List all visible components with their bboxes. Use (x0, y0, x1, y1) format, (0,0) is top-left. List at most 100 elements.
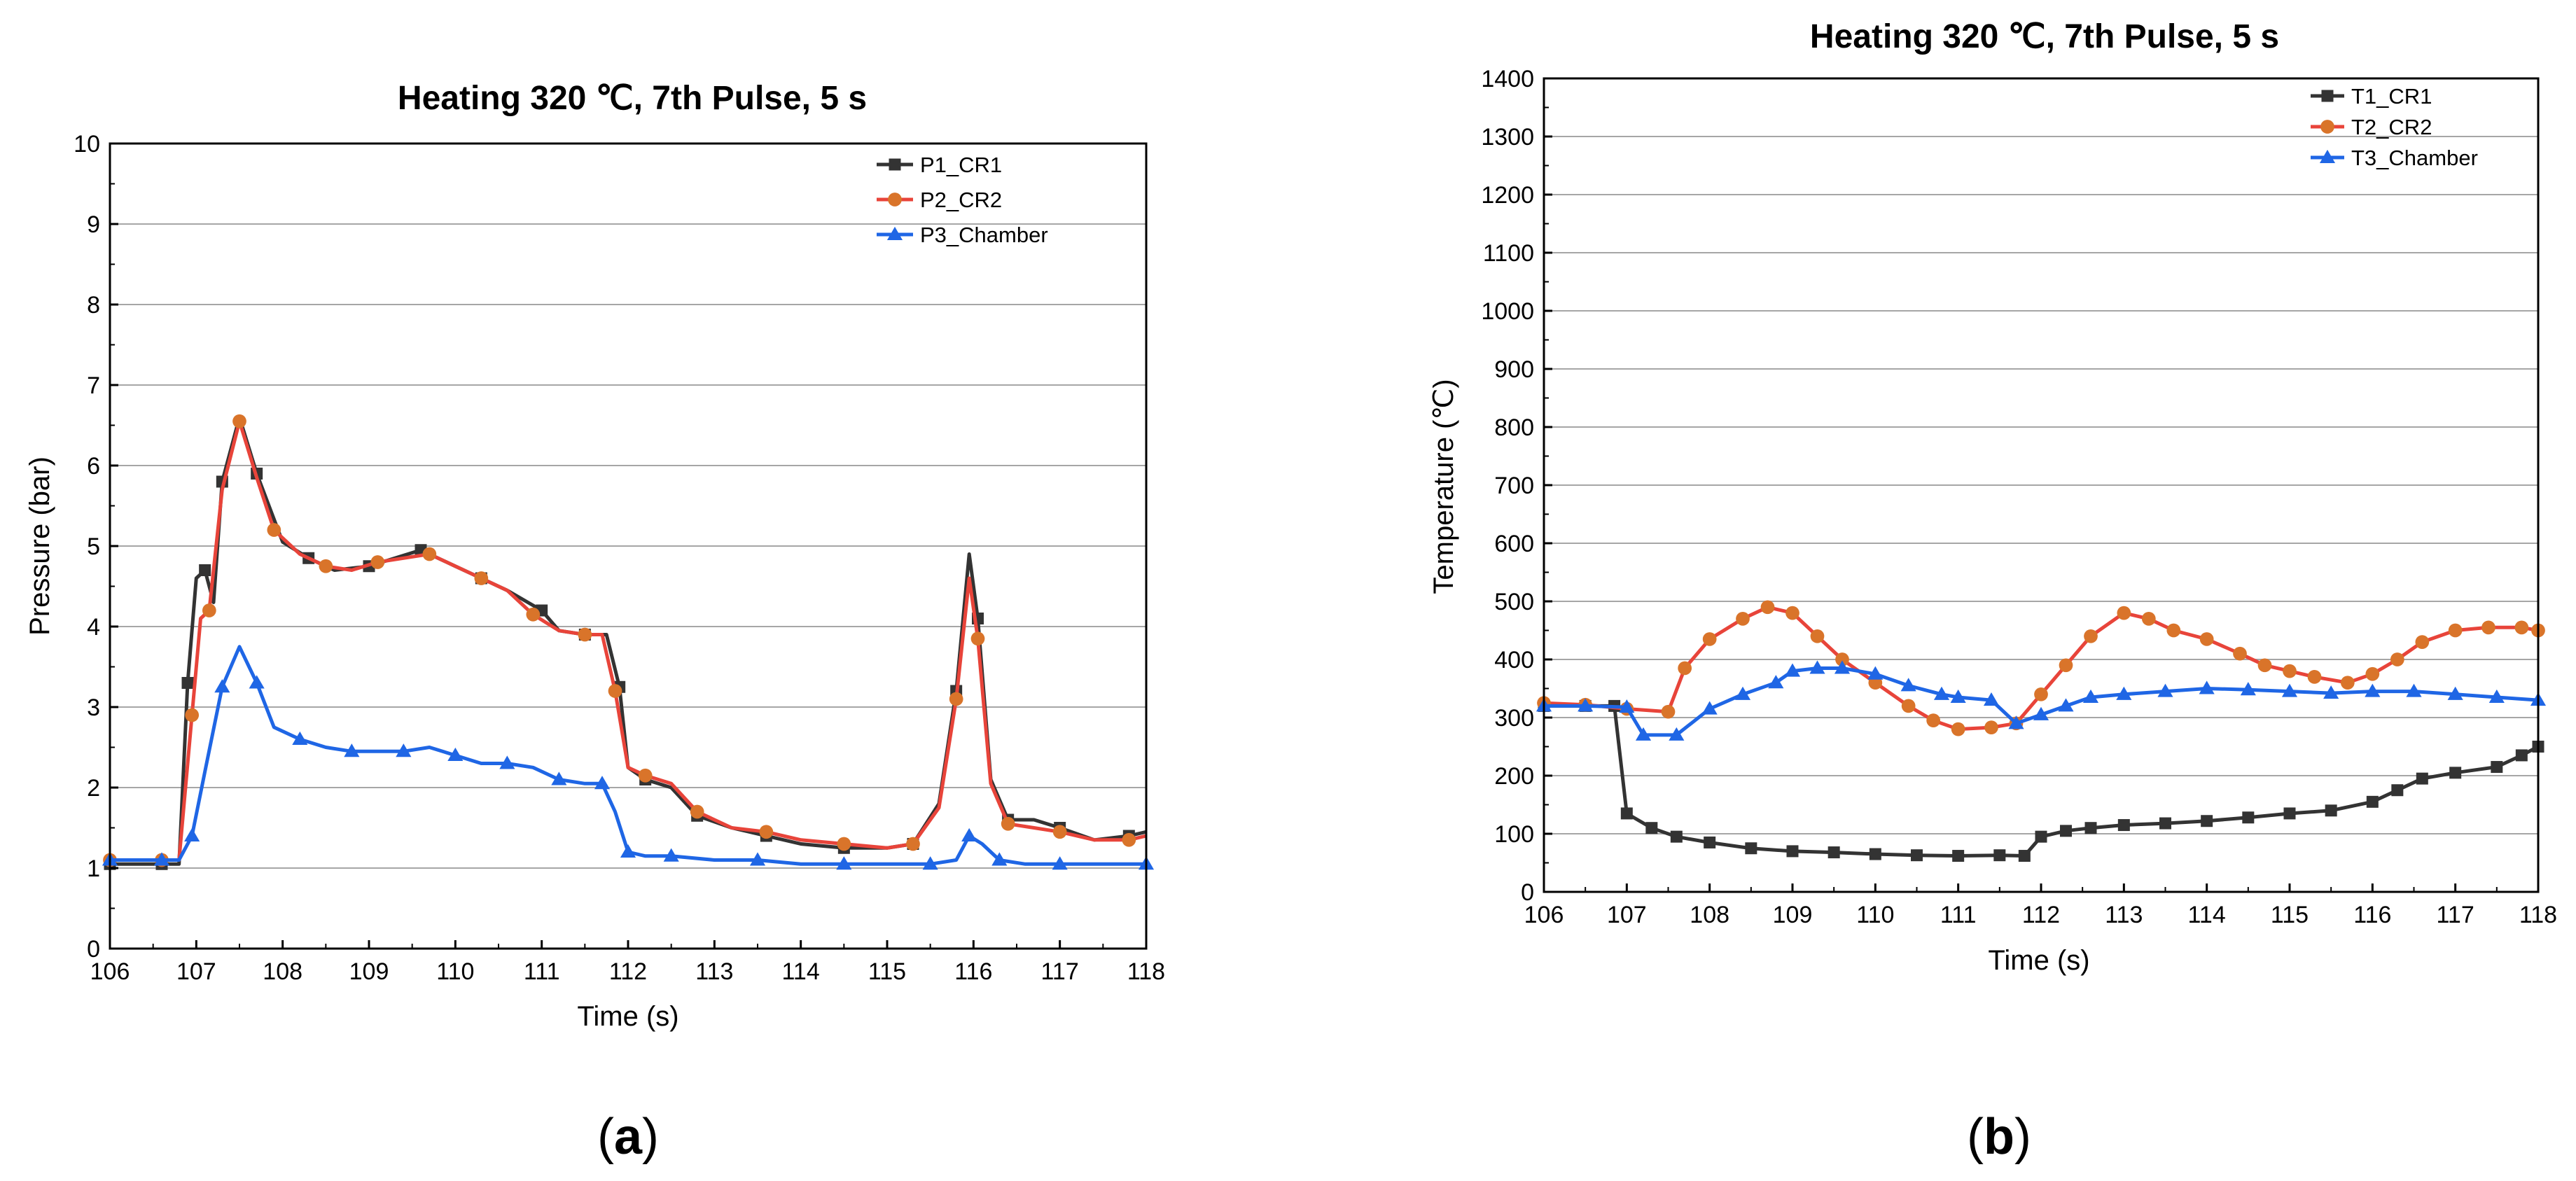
legend-marker-P1_CR1 (889, 158, 901, 171)
data-point-P3_Chamber (961, 827, 977, 842)
panel-caption: (b) (1967, 1109, 2031, 1165)
y-tick-label: 400 (1494, 647, 1534, 673)
data-point-P2_CR2 (185, 708, 200, 722)
y-tick-label: 9 (87, 211, 100, 238)
x-tick-label: 108 (1690, 902, 1729, 928)
x-tick-label: 112 (2022, 902, 2060, 928)
data-point-T3_Chamber (1635, 727, 1652, 741)
data-point-P3_Chamber (551, 771, 567, 785)
data-point-T1_CR1 (2035, 830, 2047, 843)
x-tick-label: 118 (2519, 902, 2557, 928)
data-point-T2_CR2 (1926, 713, 1941, 728)
data-point-T1_CR1 (2018, 850, 2031, 862)
data-point-T2_CR2 (2448, 623, 2463, 638)
x-tick-label: 115 (2271, 902, 2309, 928)
x-tick-label: 107 (176, 958, 216, 985)
y-tick-label: 100 (1494, 821, 1534, 848)
data-point-T2_CR2 (2365, 666, 2380, 681)
legend-marker-P2_CR2 (888, 193, 902, 207)
data-point-T3_Chamber (1578, 698, 1594, 712)
data-point-T2_CR2 (1702, 632, 1717, 646)
data-point-T1_CR1 (2159, 817, 2171, 830)
data-point-T3_Chamber (2116, 686, 2132, 700)
data-point-P2_CR2 (319, 559, 333, 573)
y-tick-label: 200 (1494, 763, 1534, 790)
data-point-T3_Chamber (1784, 663, 1801, 677)
data-point-P2_CR2 (578, 627, 592, 642)
data-point-P3_Chamber (396, 743, 412, 757)
legend-label: P1_CR1 (920, 153, 1002, 177)
x-tick-label: 117 (2437, 902, 2474, 928)
data-point-T2_CR2 (1760, 600, 1775, 615)
data-point-T1_CR1 (2366, 795, 2379, 808)
data-point-T2_CR2 (1678, 661, 1692, 676)
x-axis-label: Time (s) (1988, 945, 2089, 976)
data-point-P3_Chamber (249, 675, 265, 689)
series-line-P2_CR2 (110, 419, 1147, 862)
y-tick-label: 4 (87, 614, 100, 641)
data-point-T1_CR1 (1952, 850, 1965, 862)
y-tick-label: 2 (87, 775, 100, 802)
data-point-T2_CR2 (1835, 652, 1849, 666)
data-point-T2_CR2 (2166, 623, 2181, 638)
data-point-T3_Chamber (1983, 692, 2000, 706)
series-layer (1536, 600, 2547, 862)
data-point-P3_Chamber (447, 747, 464, 762)
caption-open-paren: ( (597, 1109, 614, 1165)
legend-marker-T1_CR1 (2321, 90, 2334, 102)
data-point-T2_CR2 (2117, 606, 2131, 620)
y-tick-label: 1400 (1481, 66, 1534, 92)
data-point-T3_Chamber (2058, 698, 2074, 712)
data-point-T3_Chamber (1900, 678, 1916, 692)
data-point-P3_Chamber (922, 856, 938, 870)
y-tick-label: 10 (74, 131, 100, 158)
data-point-T1_CR1 (1670, 830, 1683, 843)
caption-close-paren: ) (642, 1109, 659, 1165)
legend: T1_CR1 T2_CR2 T3_Chamber (2311, 84, 2478, 170)
data-point-T2_CR2 (2059, 658, 2073, 673)
y-axis-label: Temperature (℃) (1428, 379, 1459, 594)
data-point-T2_CR2 (2340, 676, 2355, 690)
data-point-T2_CR2 (2034, 687, 2048, 701)
y-tick-label: 500 (1494, 589, 1534, 615)
data-point-T1_CR1 (2201, 815, 2213, 827)
series-line-P1_CR1 (110, 415, 1147, 866)
y-tick-label: 1300 (1481, 124, 1534, 151)
data-point-P2_CR2 (1122, 832, 1136, 847)
data-point-T1_CR1 (2416, 772, 2428, 785)
data-point-T1_CR1 (1993, 849, 2006, 862)
y-tick-label: 1200 (1481, 182, 1534, 209)
data-point-P3_Chamber (663, 848, 679, 862)
data-point-T2_CR2 (2390, 652, 2404, 666)
data-point-P1_CR1 (181, 677, 194, 689)
x-tick-label: 115 (868, 958, 906, 985)
data-point-P2_CR2 (759, 825, 774, 839)
y-tick-label: 1 (87, 855, 100, 882)
x-tick-label: 117 (1041, 958, 1079, 985)
x-tick-label: 114 (2188, 902, 2226, 928)
data-point-T2_CR2 (2141, 612, 2156, 626)
data-point-P2_CR2 (267, 523, 281, 537)
data-point-P3_Chamber (620, 844, 636, 858)
data-point-P2_CR2 (1052, 825, 1067, 839)
legend-label: P3_Chamber (920, 223, 1048, 247)
caption-close-paren: ) (2014, 1109, 2031, 1165)
y-tick-label: 800 (1494, 414, 1534, 441)
data-point-T1_CR1 (1869, 848, 1881, 860)
x-tick-label: 106 (90, 958, 130, 985)
x-tick-label: 109 (349, 958, 389, 985)
data-point-P2_CR2 (690, 804, 704, 819)
series-line-T3_Chamber (1544, 666, 2539, 737)
data-point-T1_CR1 (2449, 767, 2462, 779)
data-point-T2_CR2 (2199, 632, 2214, 646)
x-tick-label: 109 (1773, 902, 1813, 928)
data-point-T1_CR1 (1786, 845, 1799, 858)
data-point-T3_Chamber (1867, 666, 1884, 680)
data-point-T3_Chamber (2033, 706, 2049, 720)
axis-ticks: 0 1 2 3 4 5 6 7 8 9 10 106 107 108 109 110 111 112 113 114 1… (74, 131, 1165, 985)
legend: P1_CR1 P2_CR2 P3_Chamber (877, 153, 1048, 247)
data-point-T1_CR1 (1911, 849, 1923, 862)
data-point-P2_CR2 (906, 837, 920, 851)
data-point-T2_CR2 (2481, 620, 2495, 635)
